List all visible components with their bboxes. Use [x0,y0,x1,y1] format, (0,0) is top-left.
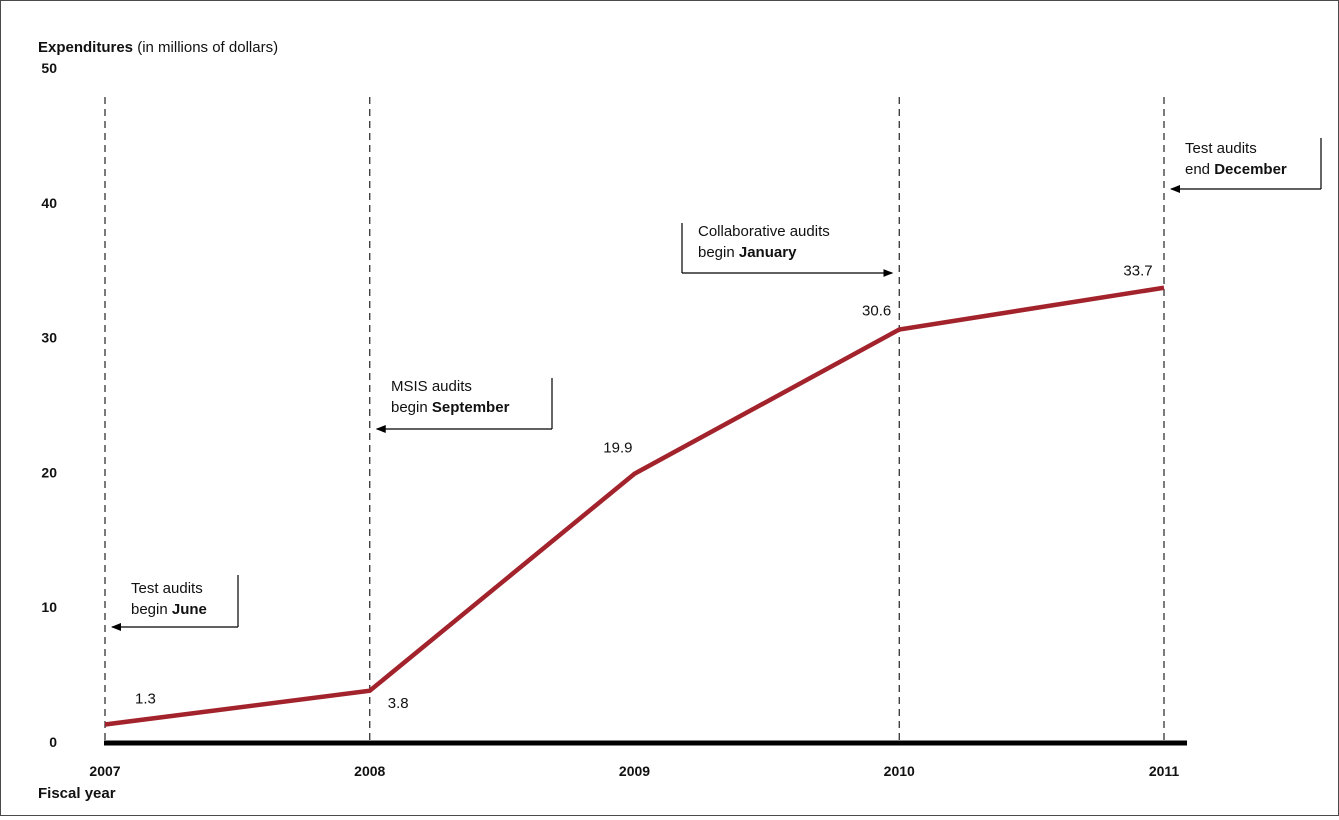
annotation-line2: begin January [698,244,797,261]
annotation-2011: Test audits end December [1171,138,1321,189]
annotation-line2: begin September [391,399,510,416]
data-label-2007: 1.3 [135,690,156,707]
y-tick-label: 50 [41,60,57,76]
data-labels: 1.3 3.8 19.9 30.6 33.7 [135,263,1153,712]
x-tick-label: 2010 [884,763,915,779]
y-tick-label: 40 [41,195,57,211]
annotation-line1: Test audits [131,580,203,597]
series-line [105,288,1164,725]
y-axis-title: Expenditures (in millions of dollars) [38,39,278,56]
y-tick-labels: 0 10 20 30 40 50 [41,60,57,750]
annotation-2008: MSIS audits begin September [377,378,552,429]
annotation-2010: Collaborative audits begin January [682,223,892,273]
y-axis-title-unit: (in millions of dollars) [133,39,278,56]
data-label-2011: 33.7 [1123,263,1152,280]
x-tick-label: 2009 [619,763,650,779]
series-group [105,288,1164,725]
annotation-line2: begin June [131,601,207,618]
y-tick-label: 20 [41,464,57,480]
y-tick-label: 0 [49,734,57,750]
x-axis-title: Fiscal year [38,785,116,802]
x-tick-label: 2011 [1149,763,1180,779]
data-label-2009: 19.9 [603,440,632,457]
y-tick-label: 10 [41,599,57,615]
data-label-2010: 30.6 [862,303,891,320]
data-label-2008: 3.8 [388,695,409,712]
x-tick-label: 2008 [354,763,385,779]
dashed-year-lines [105,97,1164,742]
annotation-2007: Test audits begin June [112,575,238,627]
y-tick-label: 30 [41,330,57,346]
annotation-line1: Test audits [1185,140,1257,157]
annotation-line2: end December [1185,161,1287,178]
x-tick-label: 2007 [89,763,120,779]
annotations: Test audits begin June MSIS audits begin Se… [112,138,1321,627]
annotation-line1: Collaborative audits [698,223,830,240]
y-axis-title-bold: Expenditures [38,39,133,56]
annotation-line1: MSIS audits [391,378,472,395]
x-tick-labels: 2007 2008 2009 2010 2011 [89,763,1179,779]
